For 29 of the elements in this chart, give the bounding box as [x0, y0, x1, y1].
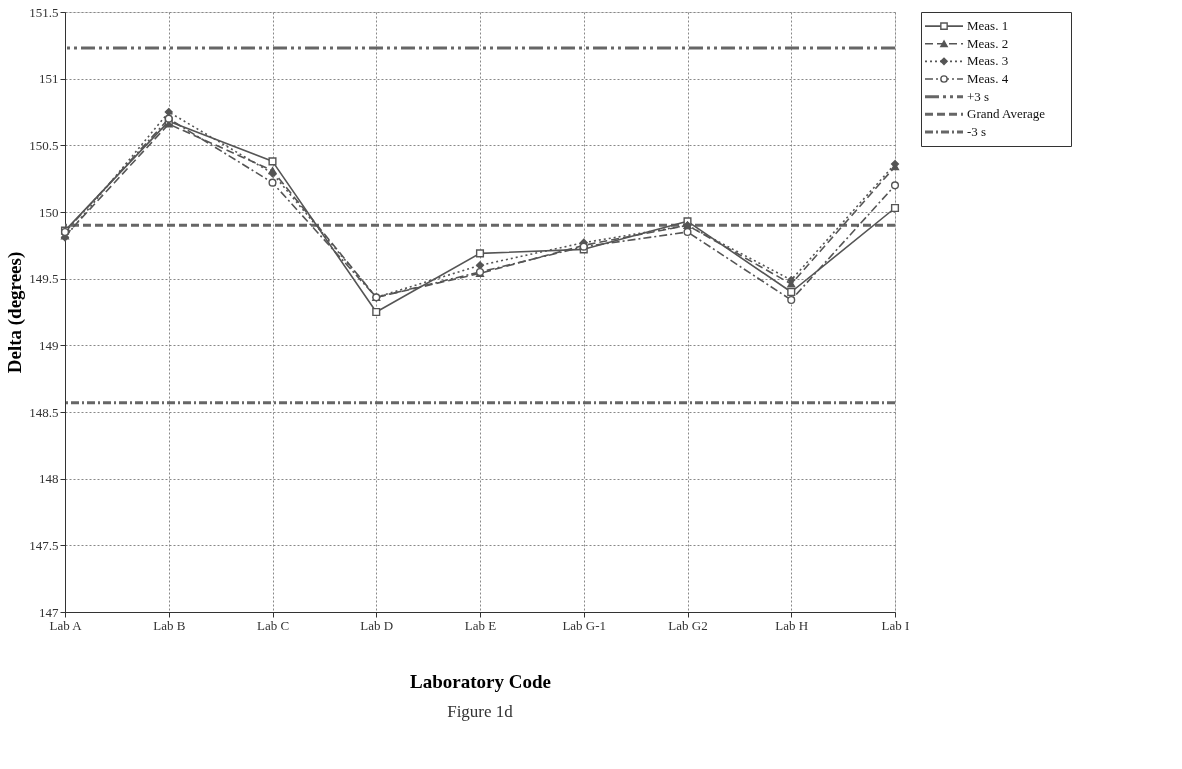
y-tick-label: 149.5	[29, 271, 59, 287]
x-tick-label: Lab G-1	[562, 617, 607, 633]
legend-label: Meas. 3	[967, 53, 1009, 69]
y-tick-label: 149	[39, 337, 59, 353]
legend-label: -3 s	[967, 123, 987, 139]
y-tick-label: 147	[39, 604, 59, 620]
x-tick-label: Lab D	[360, 617, 394, 633]
x-tick-label: Lab B	[153, 617, 186, 633]
y-tick-label: 150.5	[29, 137, 59, 153]
x-tick-label: Lab C	[256, 617, 290, 633]
legend-label: Grand Average	[967, 106, 1046, 122]
x-tick-label: Lab I	[881, 617, 910, 633]
y-tick-label: 147.5	[29, 537, 59, 553]
legend-label: Meas. 4	[967, 71, 1009, 86]
x-tick-label: Lab A	[49, 617, 83, 633]
x-tick-label: Lab H	[775, 617, 809, 633]
caption: Figure 1d	[447, 702, 514, 721]
x-axis-title: Laboratory Code	[410, 670, 551, 692]
y-tick-label: 150	[39, 204, 59, 220]
y-tick-label: 148	[39, 471, 59, 487]
legend-label: +3 s	[967, 88, 990, 104]
legend-label: Meas. 1	[967, 18, 1009, 34]
x-tick-label: Lab G2	[668, 617, 708, 633]
y-tick-label: 148.5	[29, 404, 59, 420]
legend-label: Meas. 2	[967, 35, 1009, 51]
y-axis-title: Delta (degrees)	[4, 251, 27, 374]
y-tick-label: 151.5	[29, 4, 59, 20]
y-tick-label: 151	[39, 71, 59, 87]
x-tick-label: Lab E	[464, 617, 497, 633]
